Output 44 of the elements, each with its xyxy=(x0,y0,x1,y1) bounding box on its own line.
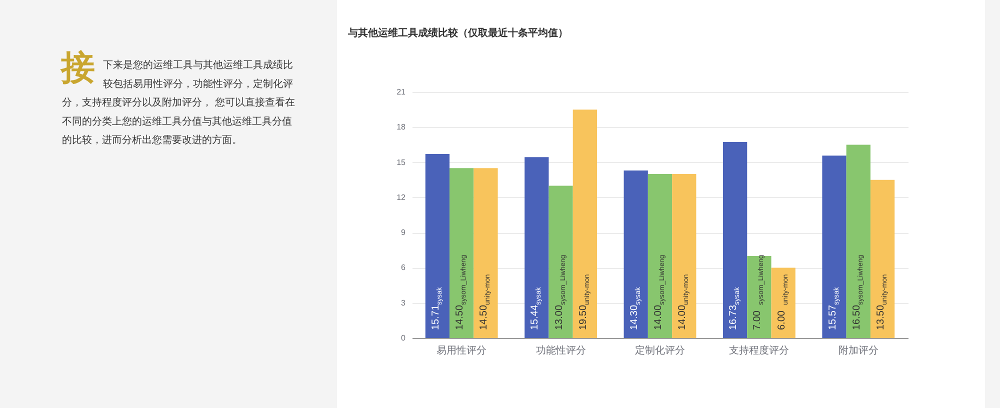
data-label: 13.00 xyxy=(554,304,565,330)
bar xyxy=(672,174,696,338)
bar xyxy=(771,268,796,338)
data-label: 13.50 xyxy=(876,304,887,330)
x-tick-label: 功能性评分 xyxy=(536,344,586,356)
data-label: 14.00 xyxy=(677,304,688,330)
bar xyxy=(846,144,870,338)
data-label: 14.00 xyxy=(653,304,664,330)
bar xyxy=(425,154,450,338)
bar xyxy=(870,180,895,338)
data-label: 6.00 xyxy=(776,310,788,330)
y-tick-label: 21 xyxy=(396,88,406,96)
y-tick-label: 3 xyxy=(401,298,406,308)
y-tick-label: 6 xyxy=(401,263,406,272)
chart-title: 与其他运维工具成绩比较（仅取最近十条平均值） xyxy=(347,27,568,39)
bar xyxy=(524,157,549,338)
bar xyxy=(648,174,672,338)
data-label: 15.71 xyxy=(430,304,442,330)
data-label: 16.73 xyxy=(728,304,740,330)
bar xyxy=(548,186,573,338)
bar xyxy=(572,110,598,338)
data-label: 7.00 xyxy=(752,310,764,330)
data-label: 14.50 xyxy=(454,304,466,330)
bar xyxy=(450,168,474,338)
data-label: 15.57 xyxy=(827,304,838,330)
bar xyxy=(624,170,648,338)
data-label: 14.30 xyxy=(628,304,640,330)
x-tick-label: 定制化评分 xyxy=(635,344,685,356)
y-tick-label: 15 xyxy=(396,158,406,167)
y-tick-label: 12 xyxy=(396,192,406,202)
data-label: 15.44 xyxy=(530,304,541,330)
y-tick-label: 0 xyxy=(401,334,406,342)
x-tick-label: 易用性评分 xyxy=(436,344,487,356)
bar xyxy=(747,256,772,338)
y-tick-label: 18 xyxy=(396,122,406,132)
data-label: 19.50 xyxy=(578,304,589,330)
data-label: 16.50 xyxy=(851,304,862,330)
data-label: 14.50 xyxy=(478,304,490,330)
y-tick-label: 9 xyxy=(401,228,406,238)
bar xyxy=(474,168,498,338)
x-tick-label: 支持程度评分 xyxy=(729,344,790,356)
x-tick-label: 附加评分 xyxy=(838,344,878,356)
bar xyxy=(722,142,748,338)
bar xyxy=(822,156,846,338)
